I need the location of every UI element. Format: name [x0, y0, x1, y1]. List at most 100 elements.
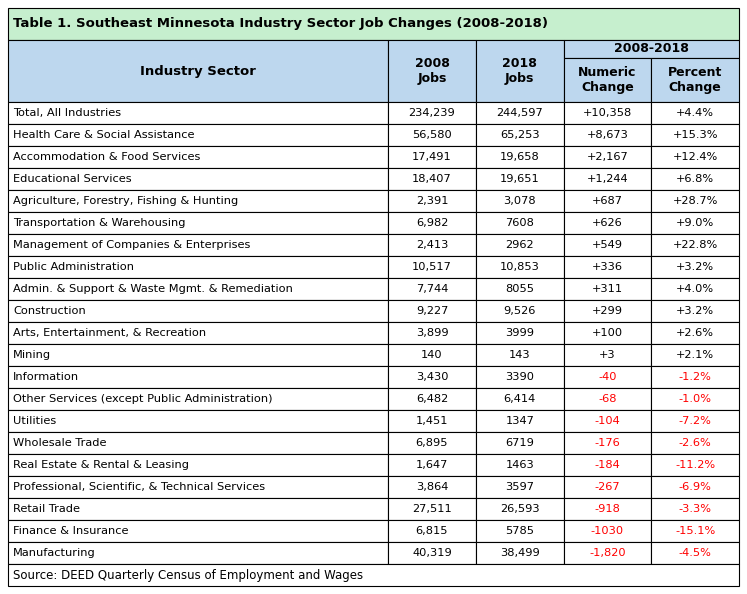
Bar	[388, 432, 476, 454]
Bar	[563, 498, 651, 520]
Bar	[651, 124, 739, 146]
Bar	[563, 102, 651, 124]
Bar	[476, 278, 563, 300]
Bar	[8, 564, 739, 586]
Text: -15.1%: -15.1%	[675, 526, 716, 536]
Text: -184: -184	[595, 460, 620, 470]
Bar	[8, 476, 388, 498]
Text: 2962: 2962	[506, 240, 534, 250]
Text: 38,499: 38,499	[500, 548, 539, 558]
Text: 9,526: 9,526	[503, 306, 536, 316]
Bar	[388, 344, 476, 366]
Bar	[563, 476, 651, 498]
Bar	[651, 410, 739, 432]
Text: 143: 143	[509, 350, 530, 360]
Bar	[563, 410, 651, 432]
Text: 1463: 1463	[505, 460, 534, 470]
Bar	[8, 432, 388, 454]
Bar	[476, 322, 563, 344]
Text: +15.3%: +15.3%	[672, 130, 718, 140]
Text: +6.8%: +6.8%	[676, 174, 714, 184]
Bar	[651, 256, 739, 278]
Bar	[563, 542, 651, 564]
Text: 3,430: 3,430	[416, 372, 448, 382]
Bar	[651, 234, 739, 256]
Bar	[8, 300, 388, 322]
Text: Wholesale Trade: Wholesale Trade	[13, 438, 107, 448]
Text: 26,593: 26,593	[500, 504, 539, 514]
Bar	[476, 520, 563, 542]
Text: Percent
Change: Percent Change	[668, 66, 722, 94]
Text: 2008-2018: 2008-2018	[614, 43, 689, 55]
Bar	[388, 124, 476, 146]
Text: 10,853: 10,853	[500, 262, 539, 272]
Bar	[651, 454, 739, 476]
Bar	[476, 476, 563, 498]
Text: 3,078: 3,078	[503, 196, 536, 206]
Text: 6,482: 6,482	[416, 394, 448, 404]
Bar	[476, 168, 563, 190]
Text: +12.4%: +12.4%	[672, 152, 718, 162]
Text: 7608: 7608	[505, 218, 534, 228]
Text: Professional, Scientific, & Technical Services: Professional, Scientific, & Technical Se…	[13, 482, 265, 492]
Text: -918: -918	[595, 504, 620, 514]
Bar	[8, 520, 388, 542]
Bar	[388, 40, 476, 102]
Text: 6,815: 6,815	[416, 526, 448, 536]
Text: Mining: Mining	[13, 350, 51, 360]
Text: Utilities: Utilities	[13, 416, 56, 426]
Bar	[651, 432, 739, 454]
Text: 140: 140	[421, 350, 443, 360]
Bar	[563, 454, 651, 476]
Bar	[388, 146, 476, 168]
Text: 6,895: 6,895	[416, 438, 448, 448]
Text: -11.2%: -11.2%	[675, 460, 715, 470]
Text: -1.2%: -1.2%	[679, 372, 712, 382]
Bar	[563, 300, 651, 322]
Text: 5785: 5785	[505, 526, 534, 536]
Bar	[388, 300, 476, 322]
Text: +4.4%: +4.4%	[676, 108, 714, 118]
Bar	[651, 344, 739, 366]
Bar	[476, 344, 563, 366]
Bar	[563, 344, 651, 366]
Text: 40,319: 40,319	[412, 548, 452, 558]
Bar	[651, 212, 739, 234]
Text: -1.0%: -1.0%	[678, 394, 712, 404]
Bar	[8, 168, 388, 190]
Bar	[651, 278, 739, 300]
Text: Numeric
Change: Numeric Change	[578, 66, 636, 94]
Text: 1347: 1347	[505, 416, 534, 426]
Text: Real Estate & Rental & Leasing: Real Estate & Rental & Leasing	[13, 460, 189, 470]
Text: 3,899: 3,899	[415, 328, 448, 338]
Bar	[651, 102, 739, 124]
Bar	[388, 388, 476, 410]
Bar	[8, 344, 388, 366]
Bar	[476, 432, 563, 454]
Bar	[563, 146, 651, 168]
Text: Management of Companies & Enterprises: Management of Companies & Enterprises	[13, 240, 250, 250]
Text: 56,580: 56,580	[412, 130, 452, 140]
Bar	[563, 234, 651, 256]
Bar	[651, 58, 739, 102]
Text: 6719: 6719	[505, 438, 534, 448]
Bar	[651, 168, 739, 190]
Bar	[8, 190, 388, 212]
Text: -4.5%: -4.5%	[679, 548, 712, 558]
Text: +2,167: +2,167	[586, 152, 628, 162]
Text: 234,239: 234,239	[409, 108, 456, 118]
Text: Other Services (except Public Administration): Other Services (except Public Administra…	[13, 394, 273, 404]
Text: +3: +3	[599, 350, 616, 360]
Text: Source: DEED Quarterly Census of Employment and Wages: Source: DEED Quarterly Census of Employm…	[13, 568, 363, 582]
Bar	[8, 366, 388, 388]
Text: 6,414: 6,414	[503, 394, 536, 404]
Bar	[8, 40, 388, 102]
Bar	[651, 520, 739, 542]
Text: +1,244: +1,244	[586, 174, 628, 184]
Bar	[388, 102, 476, 124]
Bar	[563, 58, 651, 102]
Bar	[651, 146, 739, 168]
Bar	[476, 388, 563, 410]
Bar	[476, 300, 563, 322]
Bar	[476, 190, 563, 212]
